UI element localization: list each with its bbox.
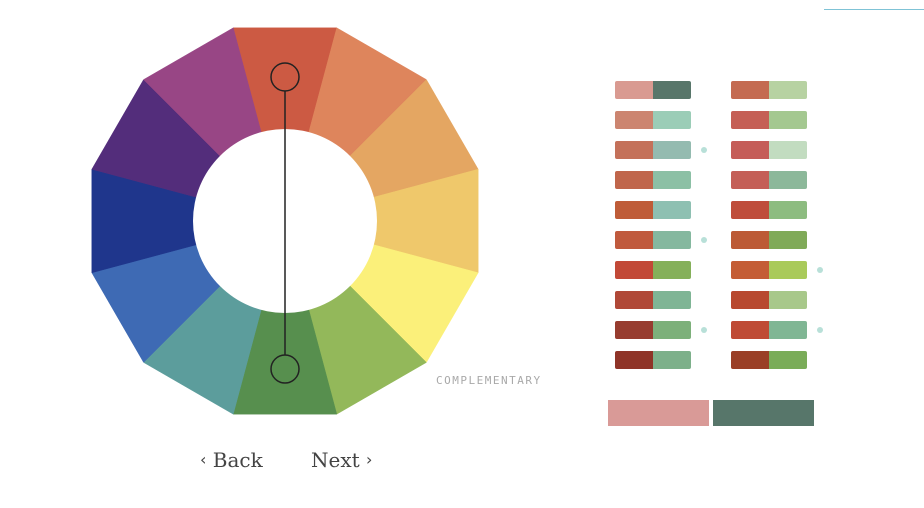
base-swatch bbox=[615, 321, 653, 339]
base-swatch bbox=[615, 231, 653, 249]
palette-pair[interactable] bbox=[731, 261, 807, 279]
complement-swatch bbox=[769, 141, 807, 159]
palette-pair[interactable] bbox=[615, 261, 691, 279]
complement-swatch bbox=[769, 111, 807, 129]
palette-pair[interactable] bbox=[731, 321, 807, 339]
primary-color-handle[interactable] bbox=[270, 62, 300, 92]
complement-swatch bbox=[653, 261, 691, 279]
back-label: Back bbox=[212, 448, 263, 472]
palette-pair[interactable] bbox=[731, 201, 807, 219]
complement-swatch bbox=[653, 171, 691, 189]
complement-swatch bbox=[653, 81, 691, 99]
indicator-dot bbox=[701, 327, 707, 333]
back-button[interactable]: ‹ Back bbox=[200, 448, 263, 472]
palette-pair[interactable] bbox=[731, 81, 807, 99]
base-swatch bbox=[731, 171, 769, 189]
complement-swatch bbox=[769, 231, 807, 249]
top-accent-line bbox=[824, 9, 924, 10]
base-swatch bbox=[615, 141, 653, 159]
base-swatch bbox=[731, 351, 769, 369]
base-swatch bbox=[615, 351, 653, 369]
complement-swatch bbox=[769, 321, 807, 339]
palette-pair[interactable] bbox=[731, 351, 807, 369]
base-swatch bbox=[731, 291, 769, 309]
complement-color-handle[interactable] bbox=[270, 354, 300, 384]
chevron-left-icon: ‹ bbox=[200, 450, 207, 469]
complement-swatch bbox=[653, 321, 691, 339]
palette-pair[interactable] bbox=[615, 351, 691, 369]
palette-pair[interactable] bbox=[615, 201, 691, 219]
base-swatch bbox=[615, 111, 653, 129]
next-label: Next bbox=[311, 448, 360, 472]
complement-swatch bbox=[769, 171, 807, 189]
base-swatch bbox=[731, 111, 769, 129]
selected-primary-swatch[interactable] bbox=[608, 400, 709, 426]
complement-swatch bbox=[653, 351, 691, 369]
palette-pair[interactable] bbox=[615, 141, 691, 159]
base-swatch bbox=[731, 261, 769, 279]
base-swatch bbox=[615, 291, 653, 309]
palette-pair[interactable] bbox=[731, 111, 807, 129]
complement-swatch bbox=[653, 111, 691, 129]
base-swatch bbox=[615, 81, 653, 99]
selected-complement-swatch[interactable] bbox=[713, 400, 814, 426]
palette-pair[interactable] bbox=[731, 291, 807, 309]
indicator-dot bbox=[701, 237, 707, 243]
palette-pair[interactable] bbox=[615, 111, 691, 129]
base-swatch bbox=[731, 321, 769, 339]
complement-swatch bbox=[653, 291, 691, 309]
complement-swatch bbox=[769, 261, 807, 279]
complement-swatch bbox=[653, 141, 691, 159]
base-swatch bbox=[731, 231, 769, 249]
chevron-right-icon: › bbox=[366, 450, 373, 469]
palette-pair[interactable] bbox=[731, 231, 807, 249]
base-swatch bbox=[615, 201, 653, 219]
next-button[interactable]: Next › bbox=[311, 448, 372, 472]
indicator-dot bbox=[701, 147, 707, 153]
complement-swatch bbox=[653, 201, 691, 219]
palette-pair[interactable] bbox=[615, 321, 691, 339]
palette-pair[interactable] bbox=[731, 171, 807, 189]
complement-swatch bbox=[769, 201, 807, 219]
base-swatch bbox=[615, 171, 653, 189]
complement-swatch bbox=[653, 231, 691, 249]
palette-pair[interactable] bbox=[615, 291, 691, 309]
harmony-mode-label: COMPLEMENTARY bbox=[436, 374, 542, 387]
base-swatch bbox=[615, 261, 653, 279]
base-swatch bbox=[731, 81, 769, 99]
indicator-dot bbox=[817, 267, 823, 273]
complement-swatch bbox=[769, 81, 807, 99]
palette-pair[interactable] bbox=[731, 141, 807, 159]
palette-pair[interactable] bbox=[615, 171, 691, 189]
complement-swatch bbox=[769, 351, 807, 369]
indicator-dot bbox=[817, 327, 823, 333]
complement-swatch bbox=[769, 291, 807, 309]
base-swatch bbox=[731, 201, 769, 219]
palette-pair[interactable] bbox=[615, 231, 691, 249]
base-swatch bbox=[731, 141, 769, 159]
palette-pair[interactable] bbox=[615, 81, 691, 99]
